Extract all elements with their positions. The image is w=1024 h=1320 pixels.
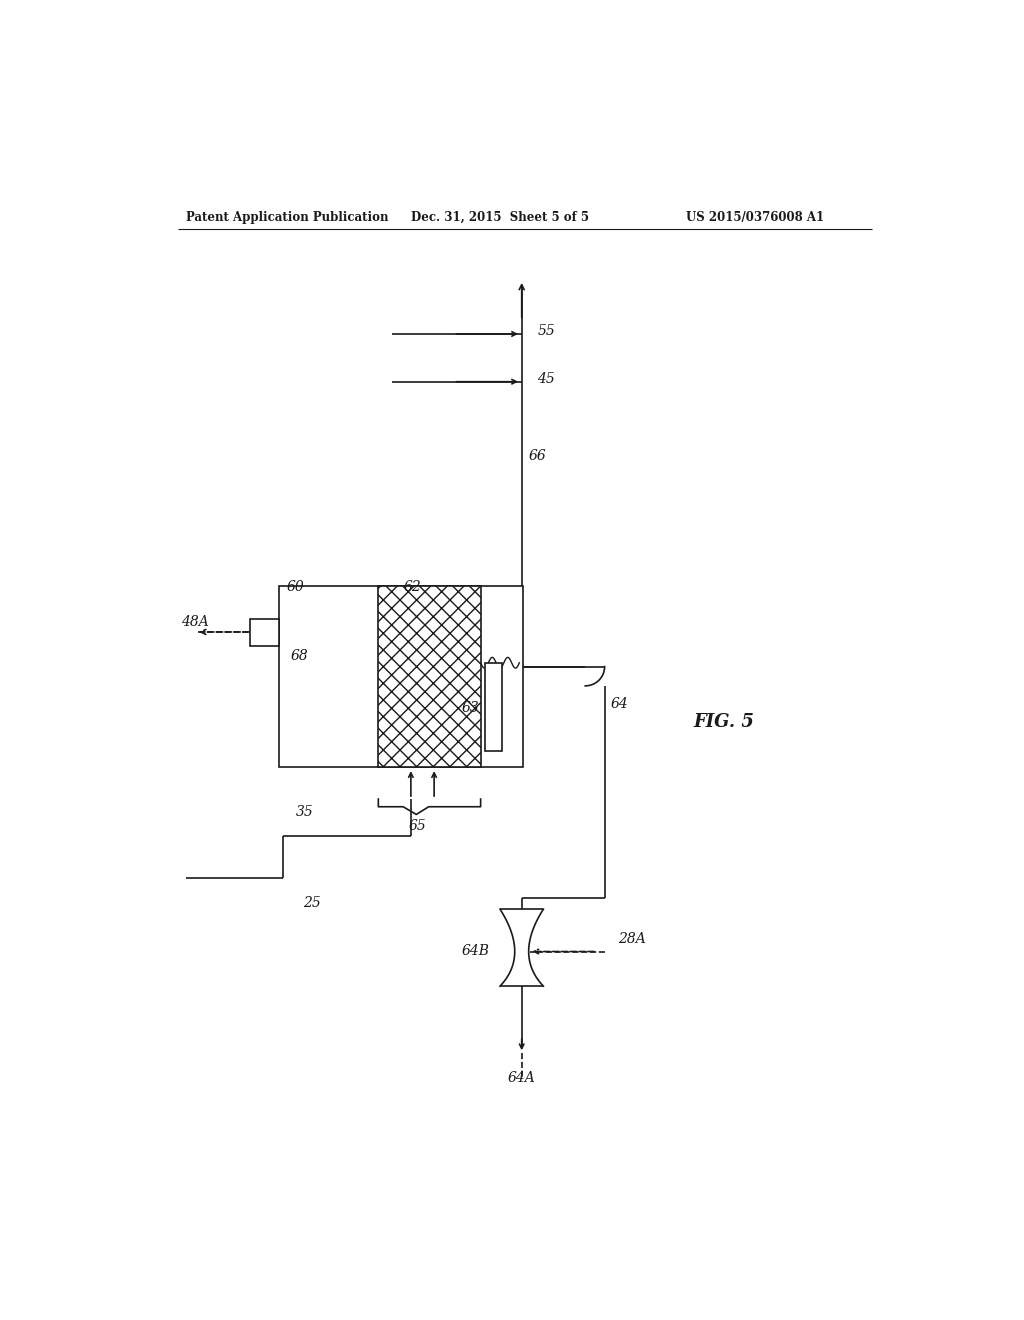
Text: 65: 65 [409,818,426,833]
Bar [280,586,523,767]
Text: FIG. 5: FIG. 5 [693,713,755,731]
Bar [251,619,280,645]
Text: Dec. 31, 2015  Sheet 5 of 5: Dec. 31, 2015 Sheet 5 of 5 [411,211,589,224]
Text: Patent Application Publication: Patent Application Publication [186,211,389,224]
Text: US 2015/0376008 A1: US 2015/0376008 A1 [686,211,824,224]
Text: 28A: 28A [617,932,645,946]
Text: 64: 64 [611,697,629,711]
Text: 48A: 48A [180,615,209,630]
Bar [485,663,503,751]
Text: 64A: 64A [508,1071,536,1085]
Text: 64B: 64B [461,944,489,958]
Text: 45: 45 [538,372,555,385]
Text: 55: 55 [538,323,555,338]
Text: 60: 60 [287,579,304,594]
Text: 62: 62 [403,579,421,594]
Bar [378,586,480,767]
Text: 66: 66 [528,449,547,463]
Text: 68: 68 [291,649,308,663]
Text: 25: 25 [303,896,321,909]
Text: 35: 35 [295,805,313,820]
Text: 63: 63 [461,701,479,715]
